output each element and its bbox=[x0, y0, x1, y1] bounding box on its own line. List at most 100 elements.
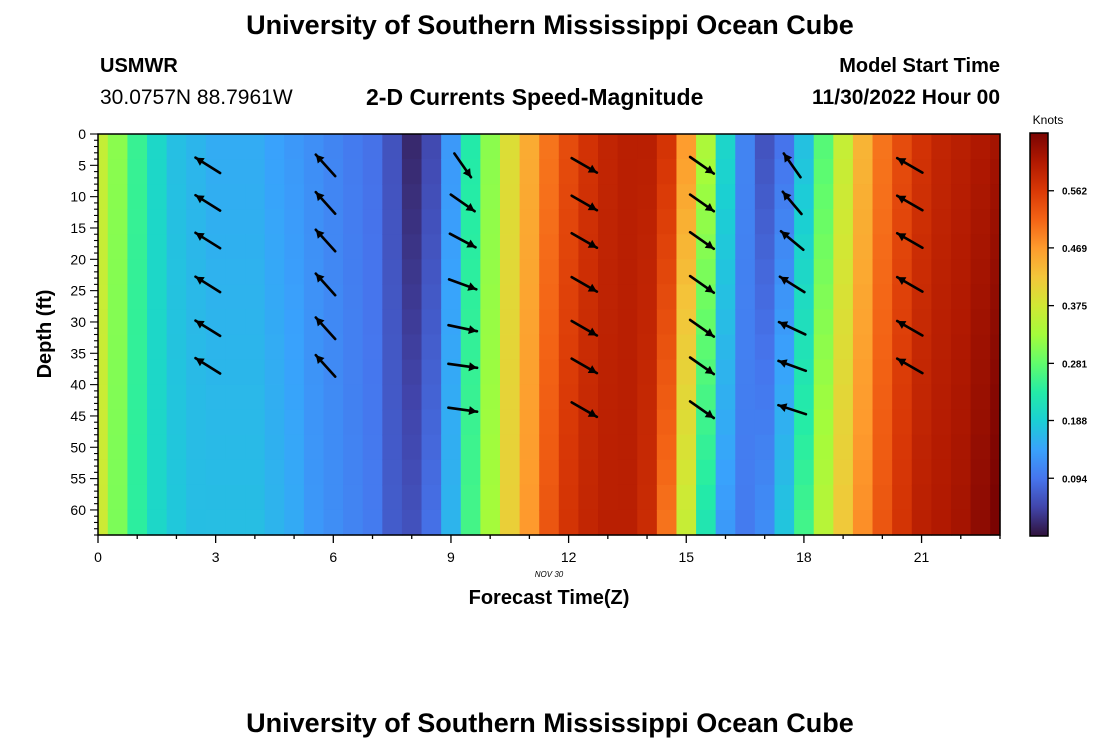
heatmap-cell bbox=[676, 509, 697, 536]
heatmap-cell bbox=[499, 209, 521, 235]
heatmap-cell bbox=[264, 134, 285, 160]
heatmap-cell bbox=[343, 459, 364, 486]
colorbar-tick-label: 0.188 bbox=[1062, 417, 1087, 428]
footer-title: University of Southern Mississippi Ocean… bbox=[246, 708, 854, 738]
heatmap-cell bbox=[303, 434, 325, 461]
current-vector bbox=[570, 401, 599, 419]
heatmap-cell bbox=[225, 284, 246, 311]
heatmap-cell bbox=[460, 334, 481, 361]
heatmap-cell bbox=[401, 509, 423, 536]
vector-head bbox=[587, 239, 597, 248]
heatmap-cell bbox=[794, 209, 815, 235]
heatmap-cell bbox=[362, 134, 383, 160]
heatmap-cell bbox=[362, 509, 383, 536]
vector-head bbox=[897, 233, 907, 242]
vector-head bbox=[704, 240, 714, 249]
heatmap-cell bbox=[284, 309, 305, 336]
heatmap-cell bbox=[107, 409, 129, 436]
vector-head bbox=[587, 365, 597, 374]
vector-head bbox=[195, 358, 205, 367]
heatmap-cell bbox=[441, 409, 462, 436]
heatmap-cell bbox=[754, 309, 776, 336]
heatmap-cell bbox=[558, 334, 580, 361]
heatmap-cell bbox=[303, 284, 325, 311]
heatmap-cell bbox=[186, 434, 207, 461]
heatmap-cell bbox=[813, 234, 834, 260]
heatmap-cell bbox=[696, 334, 717, 361]
heatmap-cell bbox=[990, 209, 1001, 235]
heatmap-cell bbox=[598, 209, 619, 235]
heatmap-cell bbox=[127, 159, 148, 185]
heatmap-cell bbox=[382, 434, 403, 461]
heatmap-cell bbox=[735, 384, 756, 411]
heatmap-cell bbox=[107, 334, 129, 361]
current-vector bbox=[688, 193, 716, 213]
heatmap-cell bbox=[774, 409, 795, 436]
heatmap-cell bbox=[578, 209, 599, 235]
heatmap-cell bbox=[205, 284, 227, 311]
heatmap-cell bbox=[401, 434, 423, 461]
heatmap-cell bbox=[147, 284, 168, 311]
heatmap-cell bbox=[950, 209, 972, 235]
heatmap-cell bbox=[499, 284, 521, 311]
heatmap-cell bbox=[519, 284, 540, 311]
heatmap-cell bbox=[284, 134, 305, 160]
heatmap-cell bbox=[990, 284, 1001, 311]
heatmap-cell bbox=[950, 309, 972, 336]
heatmap-cell bbox=[774, 484, 795, 511]
heatmap-cell bbox=[813, 409, 834, 436]
heatmap-cell bbox=[872, 209, 893, 235]
date-label: NOV 30 bbox=[535, 570, 564, 579]
heatmap-cell bbox=[98, 334, 109, 361]
heatmap-cell bbox=[950, 459, 972, 486]
heatmap-cell bbox=[754, 184, 776, 210]
heatmap-cell bbox=[637, 409, 658, 436]
heatmap-cell bbox=[499, 259, 521, 285]
heatmap-cell bbox=[539, 259, 560, 285]
heatmap-cell bbox=[676, 159, 697, 185]
heatmap-cell bbox=[245, 459, 266, 486]
heatmap-cell bbox=[833, 409, 854, 436]
heatmap-cell bbox=[343, 184, 364, 210]
heatmap-cell bbox=[499, 309, 521, 336]
heatmap-cell bbox=[794, 184, 815, 210]
heatmap-cell bbox=[558, 284, 580, 311]
heatmap-cell bbox=[676, 209, 697, 235]
heatmap-cell bbox=[656, 384, 678, 411]
heatmap-cell bbox=[382, 384, 403, 411]
heatmap-cell bbox=[617, 309, 638, 336]
vector-head bbox=[195, 195, 205, 204]
heatmap-cell bbox=[637, 234, 658, 260]
heatmap-cell bbox=[382, 234, 403, 260]
heatmap-cell bbox=[362, 184, 383, 210]
heatmap-cell bbox=[421, 209, 442, 235]
heatmap-cell bbox=[656, 309, 678, 336]
heatmap-cell bbox=[598, 484, 619, 511]
current-vector bbox=[688, 318, 716, 338]
heatmap-cell bbox=[284, 284, 305, 311]
vector-head bbox=[315, 229, 325, 239]
heatmap-cell bbox=[460, 409, 481, 436]
heatmap-cell bbox=[225, 309, 246, 336]
heatmap-cell bbox=[970, 359, 991, 386]
heatmap-cell bbox=[578, 334, 599, 361]
heatmap-cell bbox=[833, 384, 854, 411]
heatmap-cell bbox=[480, 359, 501, 386]
vector-head bbox=[587, 327, 597, 336]
heatmap-cell bbox=[656, 409, 678, 436]
heatmap-cell bbox=[98, 159, 109, 185]
heatmap-cell bbox=[362, 484, 383, 511]
heatmap-cell bbox=[166, 259, 187, 285]
heatmap-cell bbox=[343, 484, 364, 511]
heatmap-cell bbox=[715, 209, 736, 235]
heatmap-cell bbox=[676, 284, 697, 311]
heatmap-cell bbox=[166, 459, 187, 486]
heatmap-cell bbox=[127, 509, 148, 536]
heatmap-cell bbox=[441, 484, 462, 511]
heatmap-cell bbox=[401, 134, 423, 160]
heatmap-cell bbox=[147, 334, 168, 361]
current-vector bbox=[570, 194, 599, 212]
heatmap-cell bbox=[970, 259, 991, 285]
heatmap-cell bbox=[715, 359, 736, 386]
heatmap-cell bbox=[441, 384, 462, 411]
